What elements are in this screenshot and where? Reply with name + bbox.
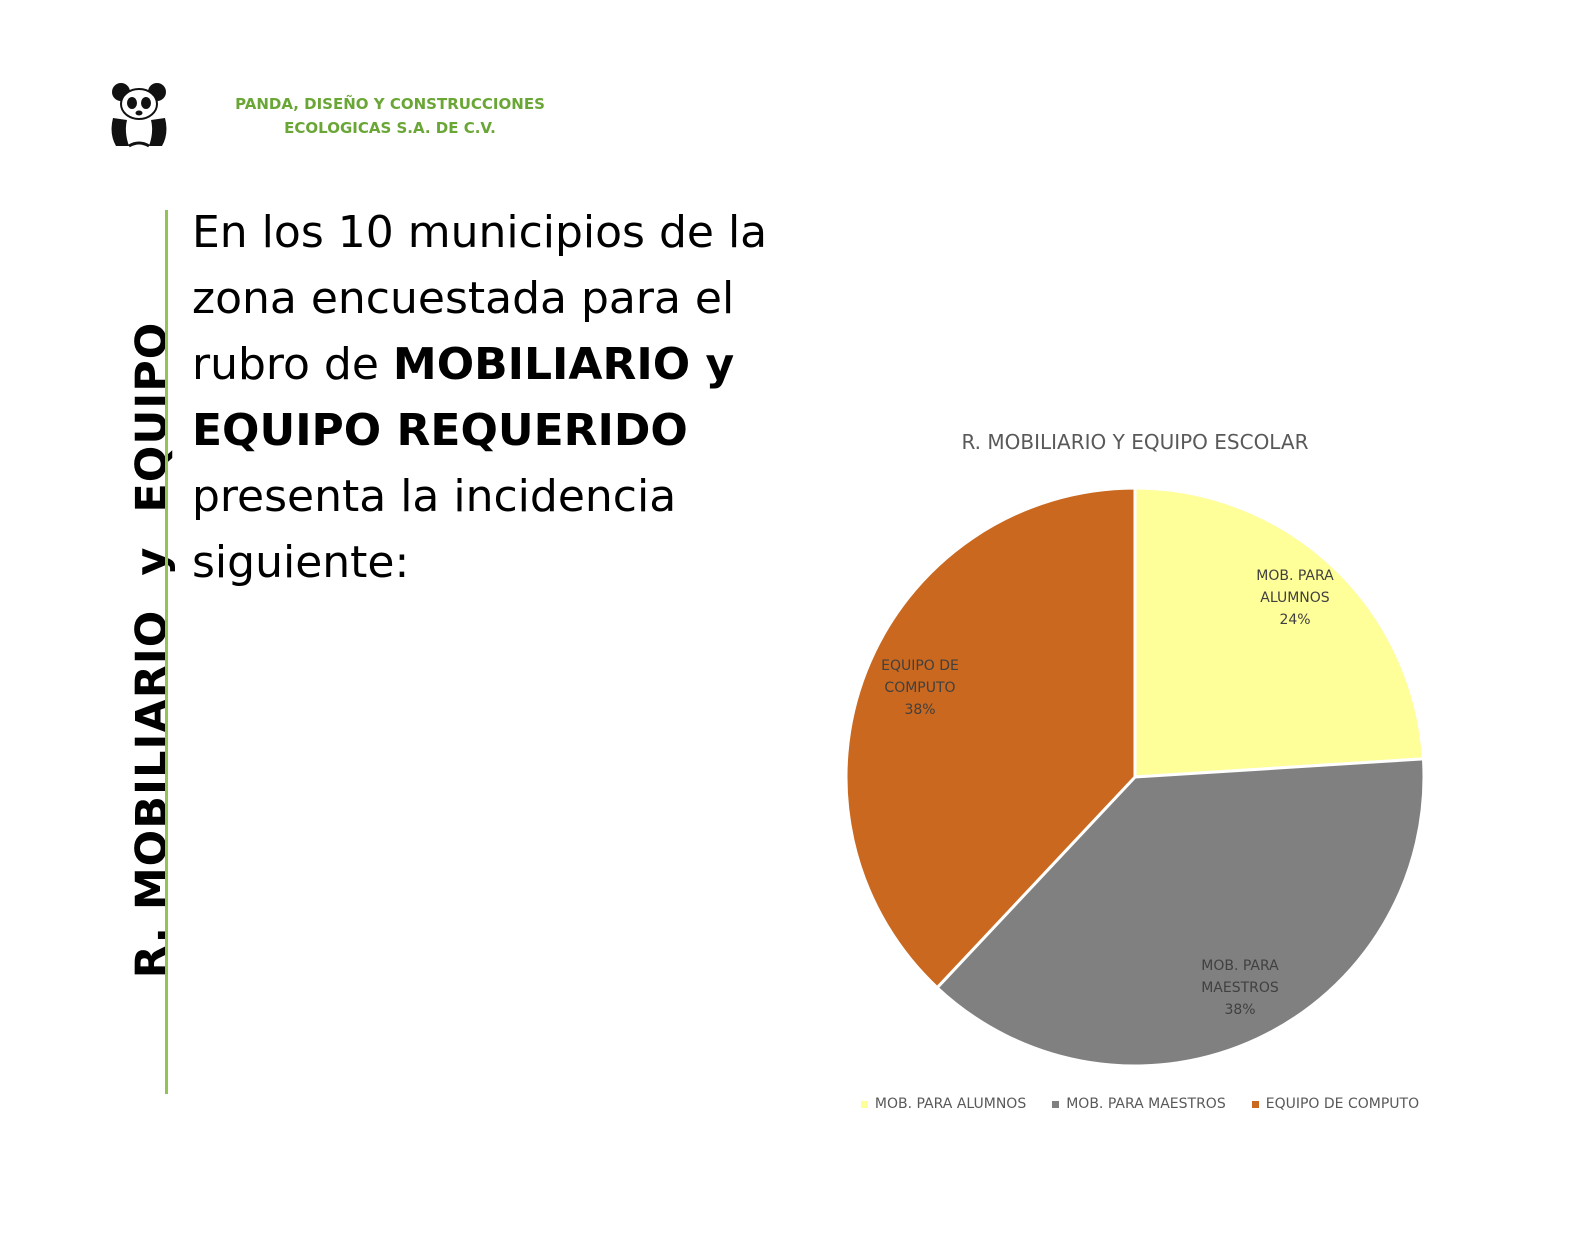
intro-paragraph: En los 10 municipios de la zona encuesta… — [192, 200, 802, 596]
intro-text: rubro de — [192, 339, 393, 390]
slice-value-label: 38% — [904, 702, 935, 718]
intro-line: EQUIPO REQUERIDO — [192, 398, 802, 464]
slice-category-label: MOB. PARA — [1201, 958, 1279, 974]
pie-slice — [935, 757, 1426, 1068]
slice-category-label: ALUMNOS — [1260, 590, 1329, 606]
intro-line: siguiente: — [192, 537, 410, 588]
intro-line: presenta la incidencia — [192, 471, 677, 522]
panda-logo-icon — [108, 82, 170, 148]
slice-category-label: MOB. PARA — [1256, 568, 1334, 584]
legend-swatch — [1052, 1100, 1060, 1108]
company-name: PANDA, DISEÑO Y CONSTRUCCIONES ECOLOGICA… — [205, 92, 575, 140]
side-title-part3: EQUIPO — [127, 321, 177, 513]
company-name-line2: ECOLOGICAS S.A. DE C.V. — [284, 119, 496, 137]
intro-line: rubro de MOBILIARIO y — [192, 332, 802, 398]
chart-title: R. MOBILIARIO Y EQUIPO ESCOLAR — [961, 430, 1309, 454]
intro-emphasis: EQUIPO REQUERIDO — [192, 405, 688, 456]
legend-swatch — [860, 1100, 868, 1108]
side-title-part1: R. MOBILIARIO — [127, 609, 177, 979]
legend-item: MOB. PARA ALUMNOS — [860, 1096, 1027, 1112]
legend-label: EQUIPO DE COMPUTO — [1265, 1096, 1420, 1112]
legend-swatch — [1251, 1100, 1259, 1108]
legend-label: MOB. PARA MAESTROS — [1066, 1096, 1226, 1112]
legend-item: MOB. PARA MAESTROS — [1052, 1096, 1226, 1112]
legend-label: MOB. PARA ALUMNOS — [874, 1096, 1027, 1112]
slice-category-label: EQUIPO DE — [881, 658, 959, 674]
intro-line: En los 10 municipios de la — [192, 207, 768, 258]
side-title: R. MOBILIARIO y EQUIPO — [127, 322, 177, 979]
side-title-part2: y — [127, 546, 177, 576]
intro-line: zona encuestada para el — [192, 273, 735, 324]
vertical-divider — [165, 210, 168, 1094]
company-name-line1: PANDA, DISEÑO Y CONSTRUCCIONES — [235, 95, 545, 113]
slice-value-label: 38% — [1224, 1002, 1255, 1018]
slice-category-label: COMPUTO — [884, 680, 955, 696]
pie-slice — [1133, 486, 1426, 779]
intro-emphasis: MOBILIARIO y — [392, 339, 735, 390]
slice-category-label: MAESTROS — [1201, 980, 1279, 996]
pie-slice — [844, 486, 1137, 990]
chart-legend: MOB. PARA ALUMNOS MOB. PARA MAESTROS EQUIP… — [840, 1096, 1440, 1112]
slice-value-label: 24% — [1279, 612, 1310, 628]
pie-chart: MOB. PARA ALUMNOS 24% MOB. PARA MAESTROS 38% E… — [844, 486, 1426, 1068]
legend-item: EQUIPO DE COMPUTO — [1251, 1096, 1420, 1112]
